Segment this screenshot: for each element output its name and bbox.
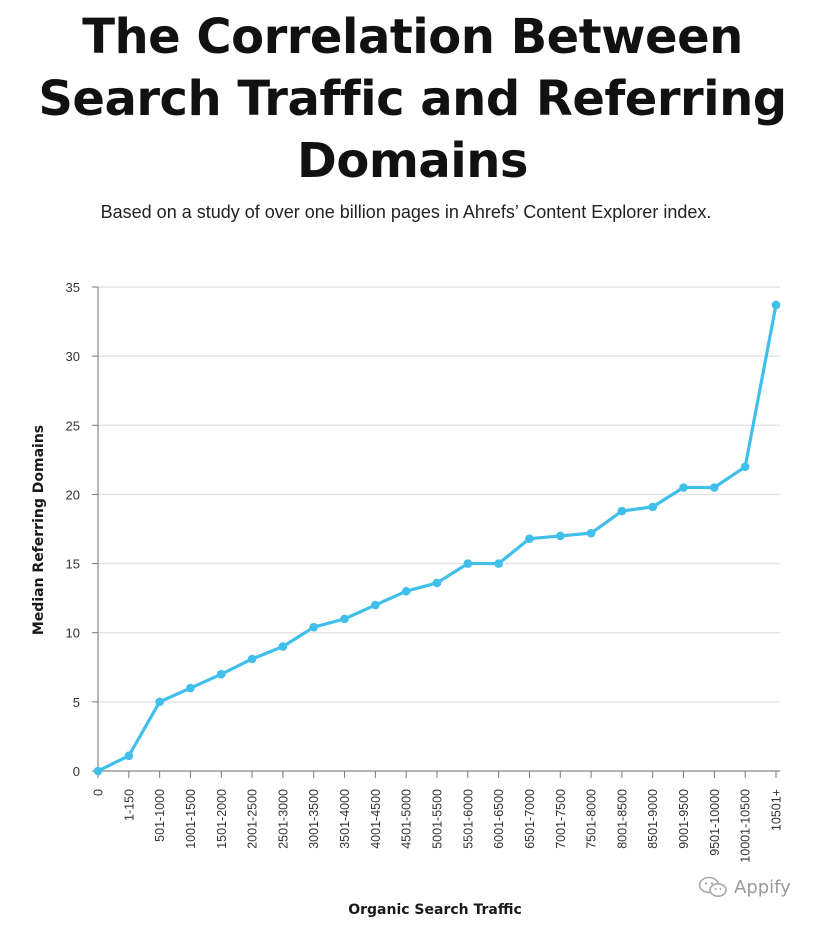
y-tick-label: 0 — [73, 764, 80, 779]
x-tick-label: 8501-9000 — [646, 789, 660, 849]
x-tick-label: 4001-4500 — [369, 789, 383, 849]
data-point — [555, 531, 565, 541]
x-tick-label: 3001-3500 — [307, 789, 321, 849]
data-point — [525, 534, 534, 543]
watermark-text: Appify — [734, 876, 791, 898]
data-point — [740, 462, 750, 472]
y-tick-label: 5 — [73, 695, 80, 710]
x-tick-label: 6501-7000 — [523, 789, 537, 849]
data-point — [432, 578, 442, 588]
data-point — [586, 528, 596, 538]
data-point — [309, 622, 319, 632]
data-point — [186, 683, 195, 693]
data-point — [710, 483, 719, 492]
data-point — [93, 766, 103, 776]
x-tick-label: 6001-6500 — [492, 789, 506, 849]
title-line-3: Domains — [297, 133, 528, 189]
title-line-1: The Correlation Between — [82, 9, 743, 65]
x-tick-label: 1001-1500 — [184, 789, 198, 849]
x-tick-label: 1501-2000 — [215, 789, 229, 849]
data-point — [463, 559, 473, 568]
data-point — [247, 654, 257, 664]
x-tick-label: 4501-5000 — [400, 789, 414, 849]
x-tick-label: 7501-8000 — [585, 789, 599, 849]
title-line-2: Search Traffic and Referring — [38, 71, 787, 127]
chart-title: The Correlation Between Search Traffic a… — [0, 6, 825, 192]
y-tick-label: 10 — [66, 626, 80, 641]
data-point — [124, 751, 134, 761]
data-point — [278, 642, 288, 651]
series-line — [96, 303, 778, 773]
watermark: Appify — [698, 876, 791, 898]
x-tick-label: 3501-4000 — [338, 789, 352, 849]
x-tick-label: 5001-5500 — [431, 789, 445, 849]
data-point — [371, 600, 380, 610]
data-point — [648, 502, 658, 512]
x-tick-label: 9001-9500 — [677, 789, 691, 849]
data-point — [617, 506, 627, 516]
x-tick-label: 501-1000 — [153, 789, 167, 842]
data-point — [216, 669, 226, 679]
x-axis-title: Organic Search Traffic — [348, 902, 522, 918]
x-tick-label: 1-150 — [122, 789, 136, 821]
data-point — [340, 614, 349, 624]
chart-subtitle: Based on a study of over one billion pag… — [100, 202, 712, 222]
y-tick-label: 35 — [66, 280, 80, 295]
y-axis-title: Median Referring Domains — [31, 425, 47, 635]
y-tick-label: 15 — [66, 557, 80, 572]
y-tick-label: 25 — [66, 418, 80, 433]
x-tick-label: 5501-6000 — [461, 789, 475, 849]
data-point — [771, 300, 781, 310]
y-tick-label: 20 — [66, 487, 80, 502]
x-tick-label: 10501+ — [770, 789, 784, 831]
data-point — [679, 483, 688, 492]
data-point — [155, 697, 164, 707]
x-tick-label: 9501-10000 — [708, 789, 722, 856]
data-point — [494, 559, 503, 568]
x-tick-label: 2501-3000 — [276, 789, 290, 849]
x-tick-label: 10001-10500 — [739, 789, 753, 863]
data-point — [401, 586, 411, 596]
wechat-icon — [698, 876, 727, 897]
x-tick-label: 8001-8500 — [615, 789, 629, 849]
x-tick-label: 0 — [92, 789, 106, 796]
x-tick-label: 7001-7500 — [554, 789, 568, 849]
y-tick-label: 30 — [66, 349, 80, 364]
x-tick-label: 2001-2500 — [246, 789, 260, 849]
